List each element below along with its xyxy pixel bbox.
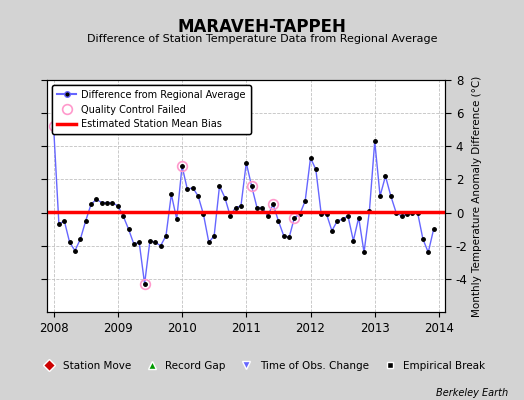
Text: Berkeley Earth: Berkeley Earth bbox=[436, 388, 508, 398]
Legend: Difference from Regional Average, Quality Control Failed, Estimated Station Mean: Difference from Regional Average, Qualit… bbox=[52, 85, 250, 134]
Text: MARAVEH-TAPPEH: MARAVEH-TAPPEH bbox=[178, 18, 346, 36]
Text: Difference of Station Temperature Data from Regional Average: Difference of Station Temperature Data f… bbox=[87, 34, 437, 44]
Legend: Station Move, Record Gap, Time of Obs. Change, Empirical Break: Station Move, Record Gap, Time of Obs. C… bbox=[35, 357, 489, 375]
Y-axis label: Monthly Temperature Anomaly Difference (°C): Monthly Temperature Anomaly Difference (… bbox=[472, 75, 482, 317]
